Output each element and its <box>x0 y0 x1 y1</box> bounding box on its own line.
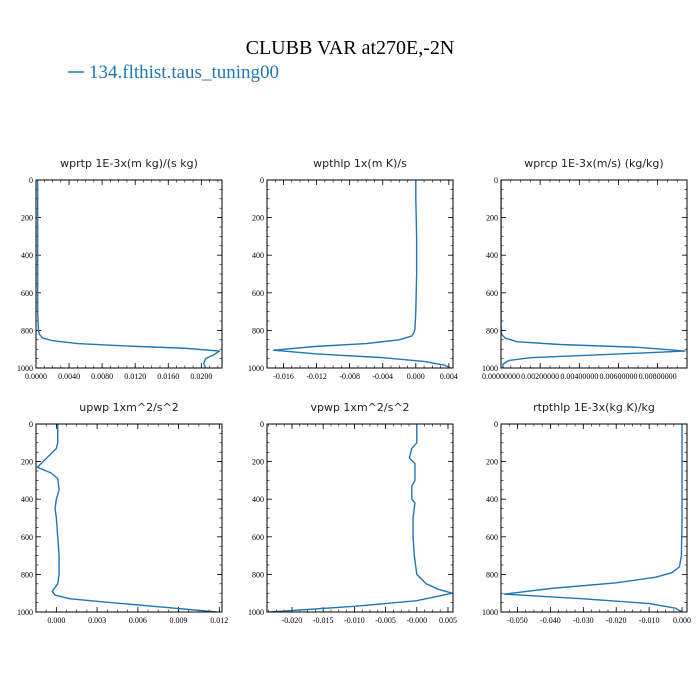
y-tick-label: 200 <box>252 458 264 467</box>
y-tick-label: 600 <box>21 533 33 542</box>
plot-frame <box>500 179 688 369</box>
figure-title: CLUBB VAR at270E,-2N <box>246 37 455 59</box>
subplot-3: wprcp 1E-3x(m/s) (kg/kg) 0.00000000 0.0020… <box>482 157 688 381</box>
subplot-title: wpthlp 1x(m K)/s <box>313 157 407 170</box>
y-tick-label: 800 <box>21 326 33 335</box>
x-tick-label: -0.012 <box>306 372 327 381</box>
x-tick-label: -0.020 <box>282 616 303 625</box>
y-tick-label: 800 <box>486 570 498 579</box>
subplot-title: vpwp 1xm^2/s^2 <box>310 401 409 414</box>
x-tick-label: 0.003 <box>88 616 106 625</box>
x-tick-label: 0.000 <box>47 616 65 625</box>
x-tick-label: -0.000 <box>406 616 427 625</box>
x-tick-label: 0.0000 <box>25 372 47 381</box>
x-tick-label: -0.015 <box>313 616 334 625</box>
y-tick-label: 800 <box>486 326 498 335</box>
y-tick-label: 0 <box>260 420 264 429</box>
y-tick-label: 0 <box>29 420 33 429</box>
y-tick-label: 600 <box>252 533 264 542</box>
y-tick-label: 1000 <box>248 608 264 617</box>
y-tick-label: 1000 <box>248 364 264 373</box>
x-tick-label: 0.006 <box>129 616 147 625</box>
subplot-4: upwp 1xm^2/s^2 0.000 0.003 0.006 0.009 0.012 0… <box>17 401 228 625</box>
series-line <box>503 424 683 612</box>
series-line <box>272 180 451 368</box>
subplots: wprtp 1E-3x(m kg)/(s kg)0.0000 0.0040 0.00… <box>17 157 691 625</box>
plot-frame <box>500 423 688 613</box>
x-tick-label: 0.00000000 <box>482 372 520 381</box>
y-tick-label: 200 <box>21 214 33 223</box>
x-tick-label: 0.000 <box>407 372 425 381</box>
y-tick-label: 1000 <box>482 608 498 617</box>
y-tick-label: 200 <box>252 214 264 223</box>
x-tick-label: 0.0080 <box>91 372 113 381</box>
y-tick-label: 800 <box>21 570 33 579</box>
x-tick-label: -0.040 <box>540 616 561 625</box>
y-tick-label: 400 <box>21 495 33 504</box>
x-tick-label: 0.0200 <box>190 372 212 381</box>
y-tick-label: 600 <box>486 289 498 298</box>
subplot-1: wprtp 1E-3x(m kg)/(s kg) 0.0000 0.0040 0.00… <box>17 157 223 381</box>
x-tick-label: -0.016 <box>273 372 294 381</box>
x-tick-label: -0.010 <box>344 616 365 625</box>
x-tick-label: 0.000 <box>673 616 691 625</box>
y-tick-label: 600 <box>252 289 264 298</box>
y-tick-label: 1000 <box>17 364 33 373</box>
y-tick-label: 400 <box>252 251 264 260</box>
y-tick-label: 1000 <box>17 608 33 617</box>
subplot-title: rtpthlp 1E-3x(kg K)/kg <box>533 401 655 414</box>
y-tick-label: 0 <box>29 176 33 185</box>
x-tick-label: -0.005 <box>375 616 396 625</box>
subplot-6: rtpthlp 1E-3x(kg K)/kg -0.050 -0.040 -0.030… <box>482 401 691 625</box>
x-tick-label: 0.00200000 <box>521 372 559 381</box>
x-tick-label: 0.00800000 <box>639 372 677 381</box>
subplot-title: upwp 1xm^2/s^2 <box>79 401 179 414</box>
plot-frame <box>35 423 223 613</box>
x-tick-label: -0.004 <box>372 372 393 381</box>
series-line <box>501 180 686 368</box>
y-tick-label: 600 <box>21 289 33 298</box>
legend-label: 134.flthist.taus_tuning00 <box>89 62 279 83</box>
x-tick-label: -0.010 <box>639 616 660 625</box>
x-tick-label: 0.0160 <box>157 372 179 381</box>
x-tick-label: -0.030 <box>573 616 594 625</box>
x-tick-label: 0.0040 <box>58 372 80 381</box>
series-line <box>36 180 221 368</box>
y-tick-label: 0 <box>494 420 498 429</box>
y-tick-label: 200 <box>486 214 498 223</box>
subplot-title: wprtp 1E-3x(m kg)/(s kg) <box>60 157 198 170</box>
x-tick-label: 0.004 <box>440 372 458 381</box>
y-tick-label: 800 <box>252 326 264 335</box>
x-tick-label: 0.0120 <box>124 372 146 381</box>
y-tick-label: 400 <box>21 251 33 260</box>
plot-frame <box>266 179 454 369</box>
series-line <box>36 424 217 612</box>
x-tick-label: 0.00400000 <box>560 372 598 381</box>
subplot-2: wpthlp 1x(m K)/s -0.016 -0.012 -0.008 -0.004… <box>248 157 458 381</box>
x-tick-label: 0.012 <box>210 616 228 625</box>
y-tick-label: 0 <box>494 176 498 185</box>
x-tick-label: -0.020 <box>606 616 627 625</box>
x-tick-label: 0.00600000 <box>599 372 637 381</box>
y-tick-label: 1000 <box>482 364 498 373</box>
plot-frame <box>35 179 223 369</box>
y-tick-label: 600 <box>486 533 498 542</box>
y-tick-label: 400 <box>486 495 498 504</box>
y-tick-label: 400 <box>486 251 498 260</box>
plot-frame <box>266 423 454 613</box>
y-tick-label: 400 <box>252 495 264 504</box>
subplot-title: wprcp 1E-3x(m/s) (kg/kg) <box>524 157 663 170</box>
x-tick-label: -0.050 <box>507 616 528 625</box>
subplot-5: vpwp 1xm^2/s^2 -0.020 -0.015 -0.010 -0.005 -0… <box>248 401 457 625</box>
x-tick-label: 0.009 <box>170 616 188 625</box>
series-line <box>270 424 453 612</box>
x-tick-label: -0.008 <box>339 372 360 381</box>
y-tick-label: 800 <box>252 570 264 579</box>
y-tick-label: 200 <box>486 458 498 467</box>
x-tick-label: 0.005 <box>439 616 457 625</box>
y-tick-label: 200 <box>21 458 33 467</box>
y-tick-label: 0 <box>260 176 264 185</box>
